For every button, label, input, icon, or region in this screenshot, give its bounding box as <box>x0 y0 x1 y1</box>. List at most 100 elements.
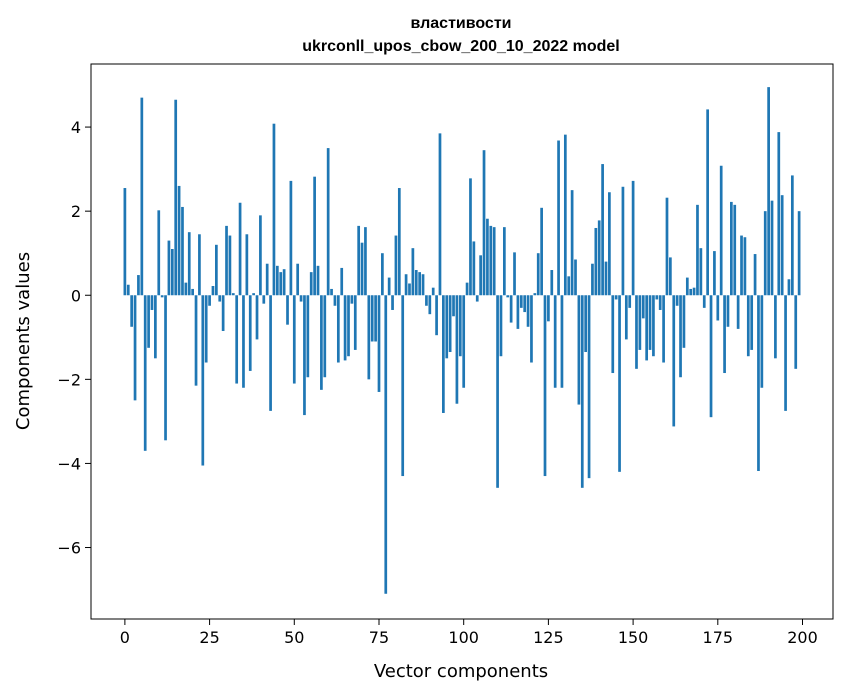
bar <box>503 227 506 296</box>
bar <box>228 235 232 296</box>
bar <box>479 255 482 296</box>
bar <box>790 175 794 296</box>
bar <box>770 200 774 296</box>
bar <box>496 295 499 488</box>
bar <box>746 295 750 357</box>
bar <box>611 295 615 374</box>
bar <box>252 293 255 296</box>
bar <box>709 295 713 418</box>
bar <box>509 295 513 323</box>
bar <box>699 248 703 296</box>
bar <box>743 237 747 296</box>
bar <box>797 211 801 296</box>
bar <box>279 272 283 296</box>
bar <box>519 295 523 308</box>
bar <box>682 295 686 348</box>
bar <box>438 133 442 296</box>
bar <box>269 295 272 411</box>
plot-frame <box>90 63 834 620</box>
bar <box>702 295 706 308</box>
bar <box>137 275 140 296</box>
bar <box>370 295 374 342</box>
bar <box>462 295 466 388</box>
bar <box>353 295 357 350</box>
bar <box>584 295 588 353</box>
bar <box>225 225 228 296</box>
bar <box>736 295 740 329</box>
bar <box>126 284 130 296</box>
bar <box>767 87 770 296</box>
bar <box>469 178 472 296</box>
bar <box>638 295 642 350</box>
bar <box>201 295 205 466</box>
bar <box>587 295 591 479</box>
bar <box>601 164 604 296</box>
bar <box>787 279 791 296</box>
bar <box>648 295 652 350</box>
bar <box>313 176 316 296</box>
bar <box>719 165 723 296</box>
bar <box>753 254 757 296</box>
bar <box>658 295 662 310</box>
bar <box>435 295 438 336</box>
bar <box>143 295 147 451</box>
bar <box>730 201 733 296</box>
bar <box>794 295 798 369</box>
bar <box>455 295 459 404</box>
bar <box>381 253 384 296</box>
bar <box>618 295 621 472</box>
bar <box>181 206 184 296</box>
bar <box>672 295 676 427</box>
bar <box>597 220 601 296</box>
bar <box>198 234 201 296</box>
bar <box>645 295 649 361</box>
bar <box>557 140 560 296</box>
y-tick-label: 2 <box>71 202 81 221</box>
bar <box>631 180 635 296</box>
bar <box>608 192 611 296</box>
bar <box>560 295 564 388</box>
bar <box>215 244 218 296</box>
bar <box>530 295 533 363</box>
bar <box>296 263 300 296</box>
bar <box>387 277 391 296</box>
bar <box>428 295 432 315</box>
bar <box>414 270 418 296</box>
bar <box>489 225 493 296</box>
bar <box>157 210 161 296</box>
bar <box>404 274 408 296</box>
bar <box>723 295 726 374</box>
x-tick-label: 125 <box>533 628 564 647</box>
bar <box>289 180 293 296</box>
bar <box>594 227 598 296</box>
bar <box>336 295 340 363</box>
bar <box>187 232 191 296</box>
bar <box>774 295 777 359</box>
bar <box>757 295 760 471</box>
bar <box>191 288 194 296</box>
bar <box>272 123 276 296</box>
bar <box>635 295 638 369</box>
bar <box>140 97 144 296</box>
bar <box>516 295 520 329</box>
bar <box>543 295 547 477</box>
x-tick-label: 0 <box>120 628 130 647</box>
bar <box>364 227 367 296</box>
bar <box>431 287 435 296</box>
chart-title: властивости <box>410 15 511 32</box>
bar <box>662 295 665 363</box>
bar <box>211 286 215 296</box>
bar <box>394 235 398 296</box>
bar <box>208 295 211 306</box>
bar <box>231 293 235 296</box>
bar <box>716 295 720 321</box>
bar <box>652 295 655 357</box>
bar <box>685 277 689 296</box>
bar <box>540 207 543 296</box>
chart-subtitle: ukrconll_upos_cbow_200_10_2022 model <box>302 38 619 55</box>
bar <box>333 295 337 306</box>
x-axis: 0 25 50 75 100 125 150 175 200 <box>120 619 818 647</box>
bar <box>259 215 262 296</box>
bar <box>655 295 659 300</box>
